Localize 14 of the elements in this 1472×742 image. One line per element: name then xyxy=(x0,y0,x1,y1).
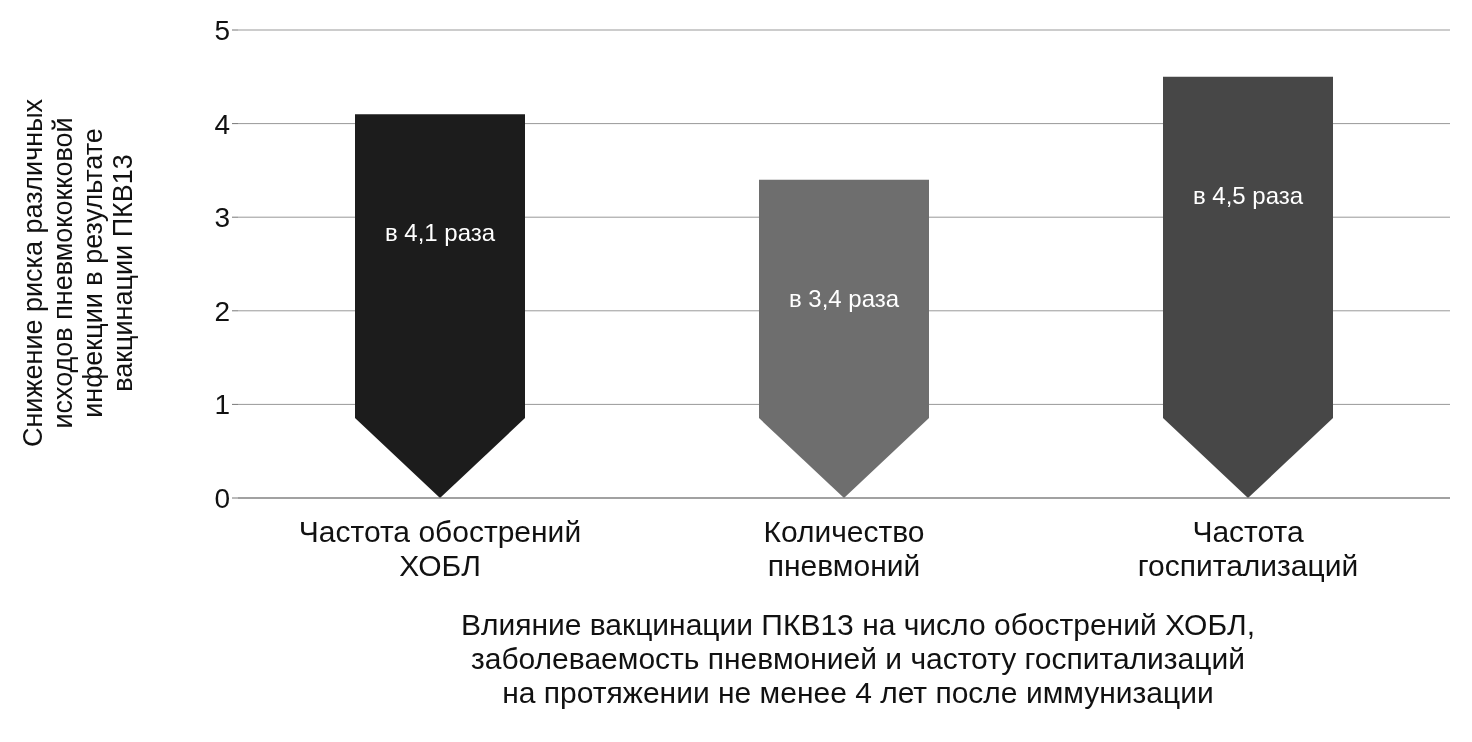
x-tick-label: Частота госпитализаций xyxy=(1137,515,1359,582)
y-tick-label: 4 xyxy=(214,108,230,140)
y-tick-label: 0 xyxy=(214,482,230,514)
x-axis-title: Влияние вакцинации ПКВ13 на число обострений ХОБЛ, заболеваемость пневмонией и частоту госпитализаций на протяжении не менее 4 лет после иммунизации xyxy=(459,608,1257,710)
data-label: в 3,4 раза xyxy=(788,284,900,312)
y-tick-label: 5 xyxy=(214,14,230,46)
data-label: в 4,1 раза xyxy=(384,219,496,247)
y-tick-label: 1 xyxy=(214,389,230,421)
x-tick-label: Количество пневмоний xyxy=(763,515,925,582)
y-tick-label: 2 xyxy=(214,295,230,327)
x-tick-label: Частота обострений ХОБЛ xyxy=(298,515,582,582)
y-tick-label: 3 xyxy=(214,202,230,234)
y-axis-title: Снижение риска различных исходов пневмококковой инфекции в результате вакцинации ПКВ13 xyxy=(18,97,138,450)
data-label: в 4,5 раза xyxy=(1192,181,1304,209)
